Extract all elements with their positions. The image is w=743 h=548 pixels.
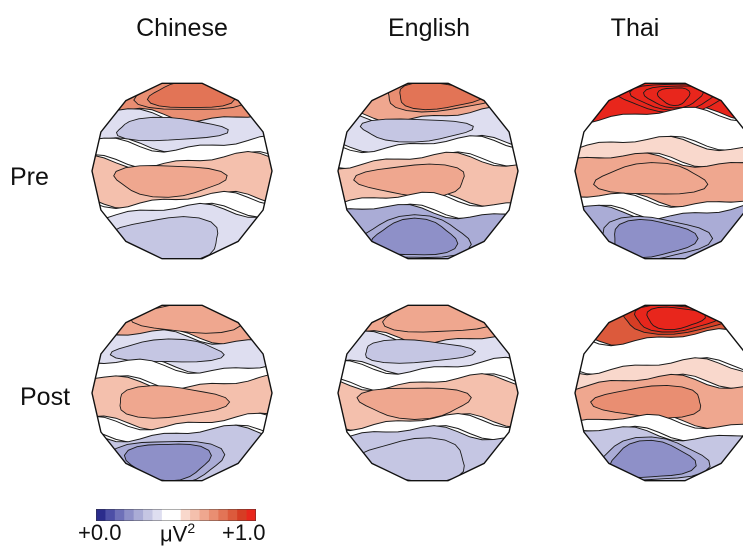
contour-line (113, 165, 228, 198)
colorbar-swatch (199, 509, 210, 521)
topomap-pre-thai (574, 82, 743, 260)
colorbar-swatch (227, 509, 238, 521)
topomap-pre-english (337, 82, 519, 260)
colorbar-swatch (105, 509, 116, 521)
head-outline (337, 304, 519, 482)
colorbar-swatch (208, 509, 219, 521)
topomap-post-chinese (91, 304, 273, 482)
colorbar-swatch (124, 509, 135, 521)
contour-line (646, 306, 706, 331)
colorbar-swatch (133, 509, 144, 521)
contour-line (109, 338, 225, 363)
contour-line (359, 118, 474, 143)
contour-line (614, 218, 699, 259)
colorbar (96, 509, 256, 521)
colorbar-swatch (143, 509, 153, 521)
topomap-pre-chinese (91, 82, 273, 260)
colorbar-max-label: +1.0 (222, 520, 266, 545)
colorbar-swatch (180, 509, 191, 521)
topomap-post-english (337, 304, 519, 482)
column-label-english: English (388, 14, 470, 42)
colorbar-unit-label: μV2 (160, 520, 195, 547)
row-label-pre: Pre (10, 163, 49, 191)
head-outline (337, 82, 519, 260)
column-label-chinese: Chinese (136, 14, 228, 42)
contour-line (123, 443, 212, 481)
contour-line (370, 217, 459, 256)
contour-line (656, 87, 691, 107)
colorbar-swatch (161, 509, 172, 521)
contour-line (353, 163, 465, 198)
row-label-post: Post (20, 383, 71, 411)
contour-line (609, 439, 697, 478)
contour-line (365, 339, 477, 364)
colorbar-swatch (190, 509, 201, 521)
colorbar-min-label: +0.0 (78, 520, 122, 545)
head-outline (91, 82, 273, 260)
colorbar-swatch (114, 509, 125, 521)
head-outline (574, 304, 743, 482)
colorbar-swatch (96, 509, 106, 521)
head-outline (91, 304, 273, 482)
contour-line (593, 162, 709, 195)
colorbar-swatch (246, 509, 256, 521)
contour-line (590, 384, 702, 419)
contour-band (92, 358, 272, 391)
colorbar-swatch (218, 509, 229, 521)
unit-exponent: 2 (187, 520, 196, 536)
contour-line (119, 385, 231, 419)
topomap-post-thai (574, 304, 743, 482)
head-outline (574, 82, 743, 260)
colorbar-swatch (171, 509, 182, 521)
unit-base: μV (160, 521, 188, 547)
column-label-thai: Thai (610, 14, 660, 42)
colorbar-swatch (237, 509, 248, 521)
contour-line (115, 116, 229, 142)
colorbar-swatch (152, 509, 163, 521)
